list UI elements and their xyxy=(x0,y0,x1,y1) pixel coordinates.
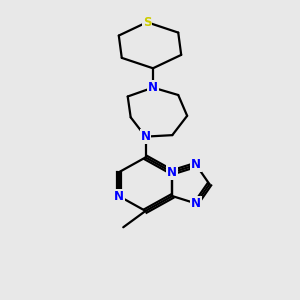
Text: N: N xyxy=(148,81,158,94)
Text: N: N xyxy=(114,190,124,202)
Text: N: N xyxy=(167,166,177,179)
Text: N: N xyxy=(140,130,151,143)
Text: N: N xyxy=(191,158,201,171)
Text: N: N xyxy=(191,197,201,210)
Text: S: S xyxy=(143,16,151,29)
